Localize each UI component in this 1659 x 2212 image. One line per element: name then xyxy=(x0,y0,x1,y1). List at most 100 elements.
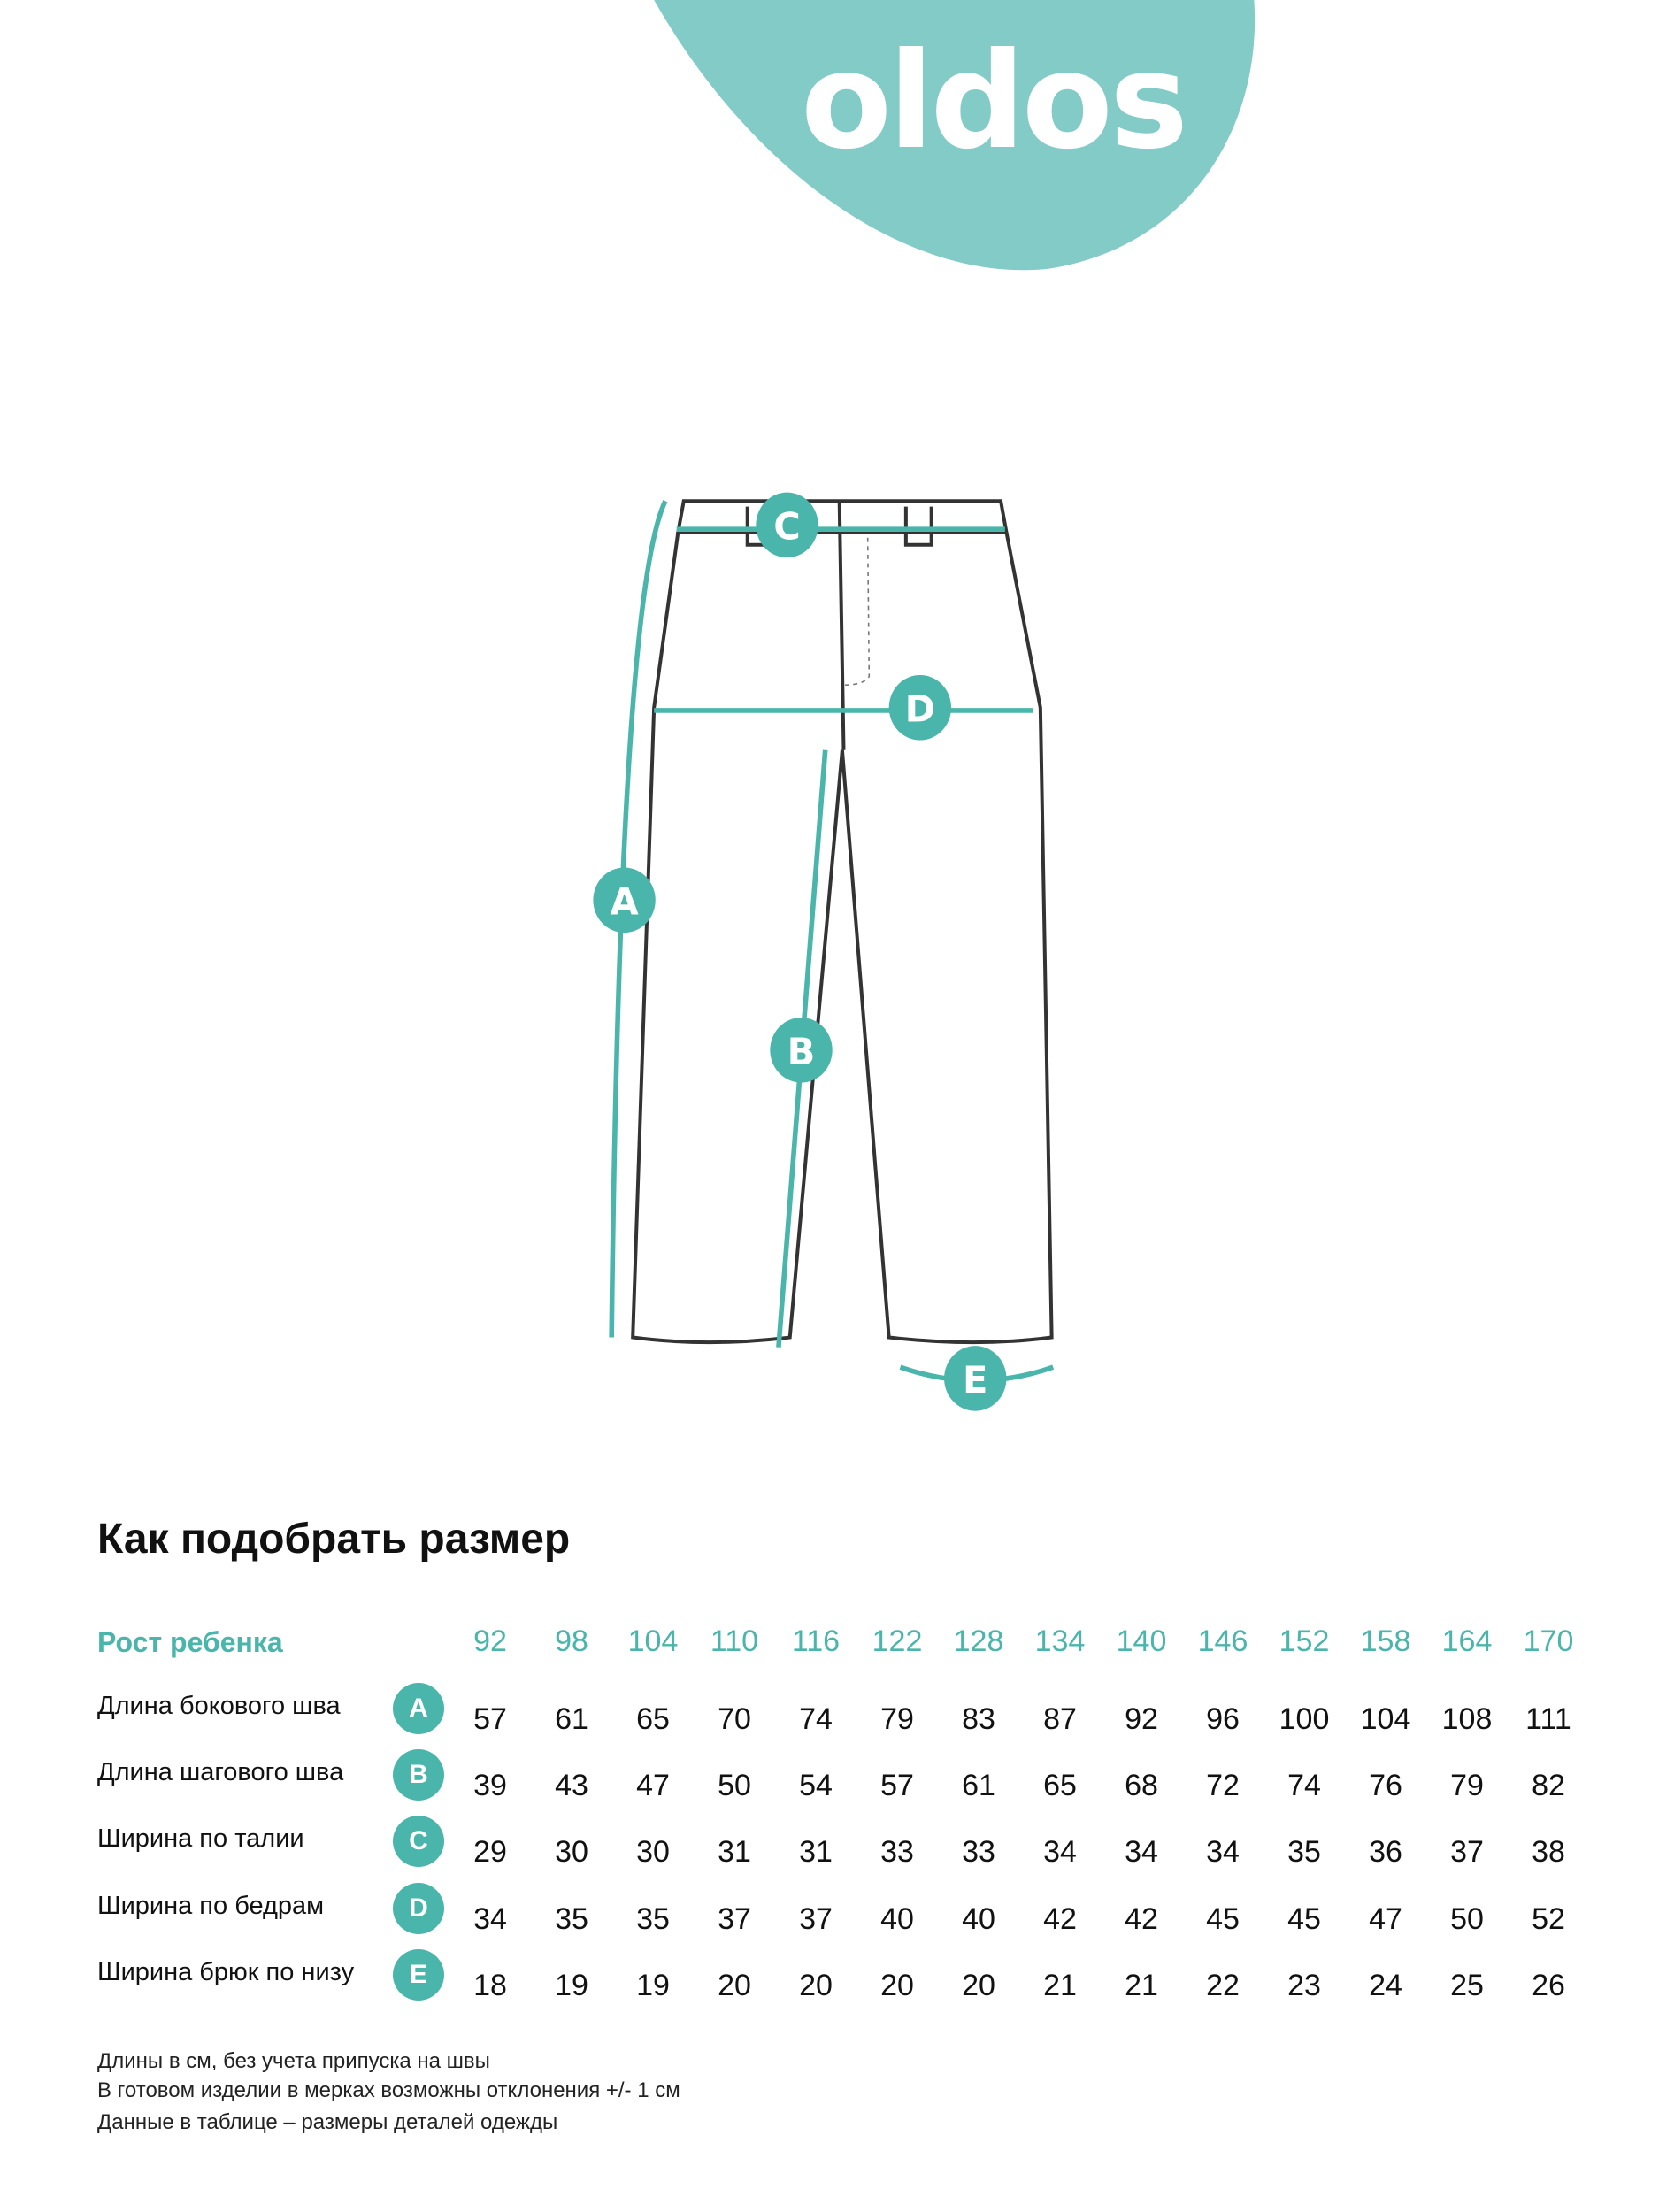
height-header-cell: 116 xyxy=(791,1624,841,1658)
table-cell: 47 xyxy=(636,1769,670,1802)
table-cell: 26 xyxy=(1532,1969,1565,2002)
table-cell: 76 xyxy=(1369,1769,1402,1802)
row-label: Ширина брюк по низу xyxy=(97,1958,355,1986)
svg-text:A: A xyxy=(610,879,638,923)
table-cell: 96 xyxy=(1206,1702,1240,1736)
table-cell: 40 xyxy=(962,1902,995,1936)
svg-text:B: B xyxy=(787,1030,816,1073)
table-cell: 37 xyxy=(799,1902,833,1936)
height-header-cell: 146 xyxy=(1197,1624,1248,1658)
table-cell: 108 xyxy=(1441,1702,1493,1736)
table-cell: 43 xyxy=(555,1769,588,1802)
table-cell: 54 xyxy=(799,1769,833,1802)
table-cell: 38 xyxy=(1532,1835,1565,1869)
note-3: Данные в таблице – размеры деталей одежд… xyxy=(97,2110,558,2134)
table-cell: 33 xyxy=(880,1835,914,1869)
table-cell: 45 xyxy=(1287,1902,1321,1936)
height-header-cell: 152 xyxy=(1279,1624,1330,1658)
table-cell: 65 xyxy=(636,1702,670,1736)
table-cell: 61 xyxy=(555,1702,588,1736)
table-cell: 22 xyxy=(1206,1969,1240,2002)
note-1: Длины в см, без учета припуска на швы xyxy=(97,2049,490,2073)
table-cell: 20 xyxy=(799,1969,833,2002)
marker-b-icon: B xyxy=(770,1018,833,1083)
table-cell: 33 xyxy=(962,1835,995,1869)
height-header-cell: 134 xyxy=(1034,1624,1086,1658)
height-header-cell: 158 xyxy=(1360,1624,1411,1658)
table-cell: 34 xyxy=(1043,1835,1077,1869)
table-cell: 30 xyxy=(555,1835,588,1869)
table-cell: 40 xyxy=(880,1902,914,1936)
table-cell: 20 xyxy=(880,1969,914,2002)
marker-c-badge: C xyxy=(393,1816,444,1867)
height-header-cell: 92 xyxy=(473,1624,507,1658)
table-cell: 30 xyxy=(636,1835,670,1869)
table-cell: 47 xyxy=(1369,1902,1402,1936)
table-cell: 100 xyxy=(1279,1702,1330,1736)
measure-lines xyxy=(609,500,1055,1384)
marker-c-icon: C xyxy=(756,492,818,558)
table-cell: 18 xyxy=(473,1969,507,2002)
height-header-cell: 110 xyxy=(710,1624,759,1658)
table-cell: 50 xyxy=(1450,1902,1484,1936)
height-header-cell: 128 xyxy=(953,1624,1004,1658)
table-cell: 82 xyxy=(1532,1769,1565,1802)
table-cell: 20 xyxy=(718,1969,751,2002)
svg-text:C: C xyxy=(773,504,801,548)
table-cell: 42 xyxy=(1043,1902,1077,1936)
marker-e-badge: E xyxy=(393,1949,444,2001)
pants-outline xyxy=(631,499,1054,1345)
marker-e-icon: E xyxy=(944,1346,1007,1411)
page-title: Как подобрать размер xyxy=(97,1516,571,1563)
table-cell: 111 xyxy=(1525,1702,1571,1736)
table-cell: 31 xyxy=(718,1835,751,1869)
marker-d-badge: D xyxy=(393,1883,444,1934)
table-cell: 72 xyxy=(1206,1769,1240,1802)
height-header-cell: 170 xyxy=(1523,1624,1574,1658)
marker-a-icon: A xyxy=(593,867,656,933)
table-cell: 34 xyxy=(473,1902,507,1936)
height-header-cell: 98 xyxy=(555,1624,588,1658)
row-label: Длина шагового шва xyxy=(97,1758,344,1786)
table-cell: 35 xyxy=(1287,1835,1321,1869)
table-cell: 57 xyxy=(473,1702,507,1736)
height-header-label: Рост ребенка xyxy=(97,1626,283,1658)
table-cell: 21 xyxy=(1043,1969,1077,2002)
table-cell: 70 xyxy=(718,1702,751,1736)
marker-d-icon: D xyxy=(888,674,952,741)
table-cell: 31 xyxy=(799,1835,833,1869)
table-cell: 19 xyxy=(636,1969,670,2002)
table-cell: 24 xyxy=(1369,1969,1402,2002)
table-cell: 29 xyxy=(473,1835,507,1869)
table-cell: 37 xyxy=(1450,1835,1484,1869)
table-cell: 61 xyxy=(962,1769,995,1802)
brand-logo: oldos xyxy=(801,25,1188,179)
svg-text:D: D xyxy=(905,687,936,731)
table-cell: 92 xyxy=(1125,1702,1158,1736)
row-label: Ширина по талии xyxy=(97,1824,304,1853)
svg-text:E: E xyxy=(963,1358,987,1402)
height-header-cell: 140 xyxy=(1116,1624,1167,1658)
marker-a-badge: A xyxy=(393,1683,444,1734)
table-cell: 19 xyxy=(555,1969,588,2002)
table-cell: 36 xyxy=(1369,1835,1402,1869)
row-label: Длина бокового шва xyxy=(97,1692,341,1720)
logo-blob xyxy=(654,0,1256,271)
table-cell: 35 xyxy=(636,1902,670,1936)
table-cell: 52 xyxy=(1532,1902,1565,1936)
table-cell: 74 xyxy=(1287,1769,1321,1802)
table-cell: 21 xyxy=(1125,1969,1158,2002)
table-cell: 42 xyxy=(1125,1902,1158,1936)
height-header-cell: 164 xyxy=(1441,1624,1493,1658)
table-cell: 34 xyxy=(1206,1835,1240,1869)
height-header-cell: 104 xyxy=(627,1624,679,1658)
row-label: Ширина по бедрам xyxy=(97,1892,325,1920)
table-cell: 104 xyxy=(1360,1702,1411,1736)
marker-badges: A B C D E xyxy=(593,492,1007,1411)
table-cell: 35 xyxy=(555,1902,588,1936)
height-header-cell: 122 xyxy=(872,1624,923,1658)
table-cell: 45 xyxy=(1206,1902,1240,1936)
table-cell: 79 xyxy=(880,1702,914,1736)
table-cell: 37 xyxy=(718,1902,751,1936)
